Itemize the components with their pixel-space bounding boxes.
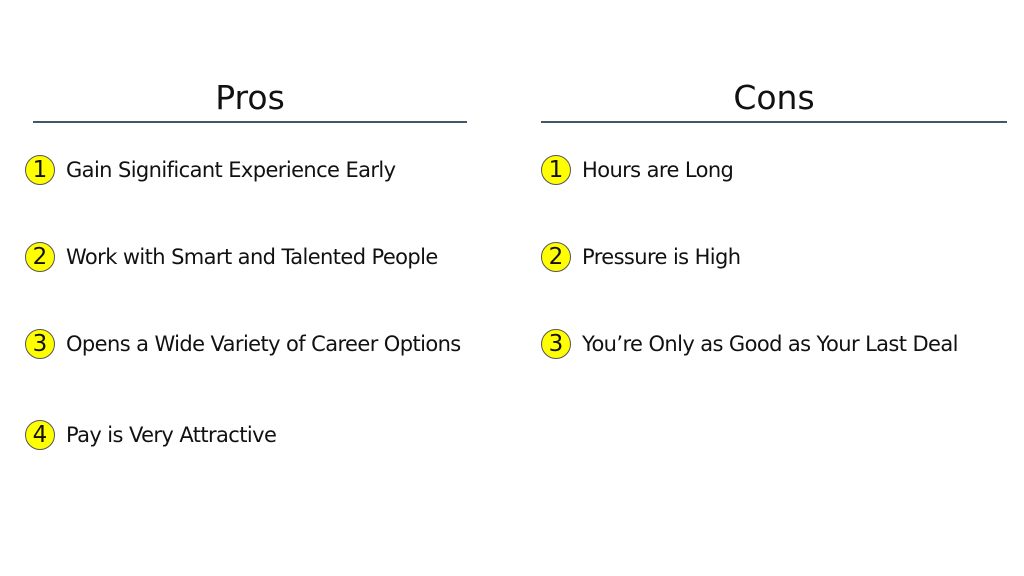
pros-item: 2 Work with Smart and Talented People xyxy=(25,240,438,274)
item-text: Opens a Wide Variety of Career Options xyxy=(66,332,461,356)
number-badge: 2 xyxy=(25,242,55,272)
number-badge: 1 xyxy=(541,155,571,185)
item-text: Gain Significant Experience Early xyxy=(66,158,396,182)
item-text: Hours are Long xyxy=(582,158,734,182)
item-text: Pressure is High xyxy=(582,245,741,269)
cons-divider xyxy=(541,121,1007,123)
number-badge: 1 xyxy=(25,155,55,185)
number-badge: 4 xyxy=(25,420,55,450)
number-badge: 3 xyxy=(25,329,55,359)
cons-item: 1 Hours are Long xyxy=(541,153,734,187)
cons-item: 2 Pressure is High xyxy=(541,240,741,274)
pros-title: Pros xyxy=(215,78,285,117)
item-text: You’re Only as Good as Your Last Deal xyxy=(582,332,958,356)
number-badge: 2 xyxy=(541,242,571,272)
cons-title: Cons xyxy=(733,78,815,117)
pros-divider xyxy=(33,121,467,123)
pros-item: 1 Gain Significant Experience Early xyxy=(25,153,396,187)
item-text: Work with Smart and Talented People xyxy=(66,245,438,269)
pros-item: 4 Pay is Very Attractive xyxy=(25,418,277,452)
cons-item: 3 You’re Only as Good as Your Last Deal xyxy=(541,327,958,361)
number-badge: 3 xyxy=(541,329,571,359)
item-text: Pay is Very Attractive xyxy=(66,423,277,447)
pros-item: 3 Opens a Wide Variety of Career Options xyxy=(25,327,461,361)
